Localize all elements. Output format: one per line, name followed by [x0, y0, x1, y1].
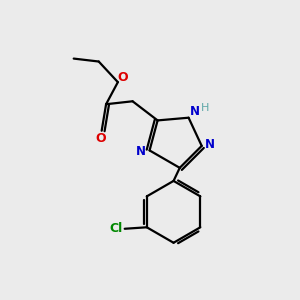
Text: N: N	[190, 105, 200, 118]
Text: O: O	[95, 132, 106, 145]
Text: H: H	[201, 103, 209, 113]
Text: Cl: Cl	[109, 222, 122, 235]
Text: N: N	[136, 146, 146, 158]
Text: N: N	[205, 138, 215, 151]
Text: O: O	[118, 71, 128, 84]
